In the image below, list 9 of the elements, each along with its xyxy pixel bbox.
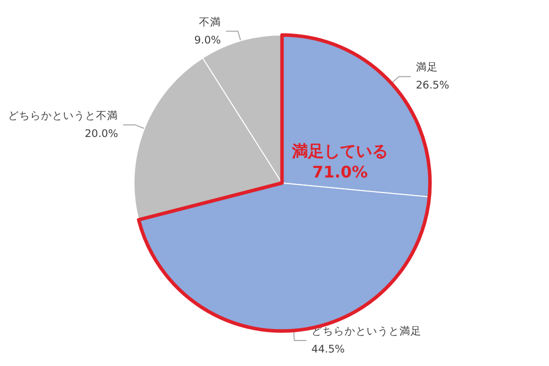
text: 満足している: [291, 142, 388, 160]
slice-label: 不満: [198, 15, 221, 28]
data-label: 26.5%: [416, 80, 450, 92]
slice-label: 満足: [416, 60, 438, 74]
data-label: 20.0%: [84, 128, 118, 140]
text: 71.0%: [312, 162, 368, 182]
data-label: 44.5%: [311, 344, 345, 356]
data-label: 9.0%: [194, 34, 221, 46]
slice-label: どちらかというと不満: [8, 108, 118, 122]
